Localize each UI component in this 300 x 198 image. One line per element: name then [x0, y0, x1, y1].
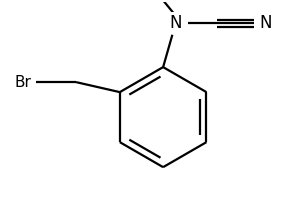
Text: Br: Br — [14, 75, 31, 90]
Text: N: N — [169, 14, 182, 32]
Text: N: N — [260, 14, 272, 32]
